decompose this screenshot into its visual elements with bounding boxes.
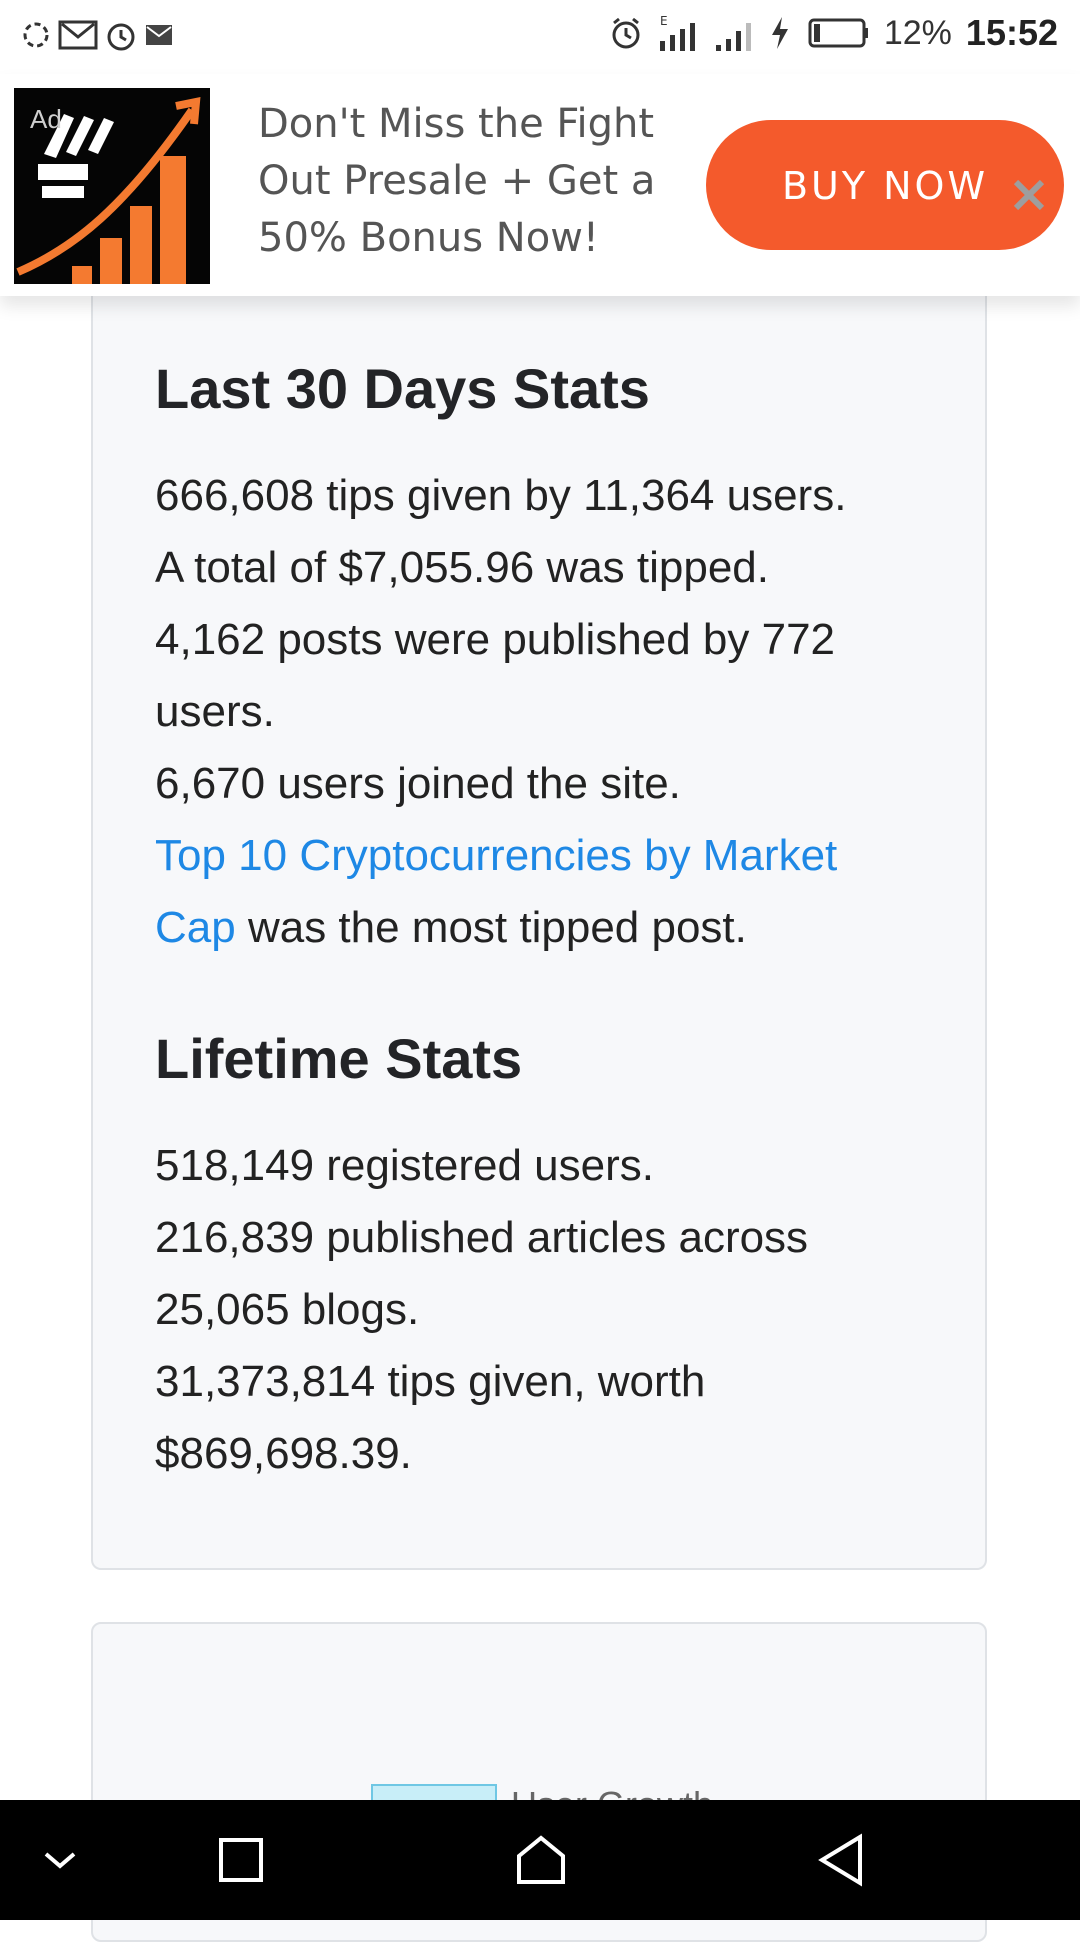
total-tipped-stat: A total of $7,055.96 was tipped. xyxy=(155,543,770,592)
notification-icons xyxy=(20,18,176,52)
back-icon xyxy=(818,1833,862,1887)
chart-growth-icon xyxy=(16,97,201,284)
last-30-days-title: Last 30 Days Stats xyxy=(155,357,650,420)
most-tipped-post-suffix: was the most tipped post. xyxy=(235,903,747,952)
ad-banner[interactable]: Ad Don't Miss the Fight Out Presale + Ge… xyxy=(0,74,1080,296)
ad-label: Ad xyxy=(30,104,62,134)
recents-icon xyxy=(219,1838,263,1882)
navigation-bar xyxy=(0,1800,1080,1920)
signal-icon xyxy=(715,23,751,51)
charging-icon xyxy=(771,17,788,49)
lifetime-stats-title: Lifetime Stats xyxy=(155,1027,523,1090)
signal-e-icon: E xyxy=(659,14,695,51)
most-tipped-post-link[interactable]: Top 10 Cryptocurrencies by Market Cap xyxy=(155,831,838,952)
system-status: E 12% 15:52 xyxy=(608,12,1058,54)
clock: 15:52 xyxy=(965,12,1058,53)
status-bar: E 12% 15:52 xyxy=(0,0,1080,74)
posts-published-stat: 4,162 posts were published by 772 users. xyxy=(155,615,836,736)
users-joined-stat: 6,670 users joined the site. xyxy=(155,759,681,808)
svg-text:E: E xyxy=(660,14,668,28)
home-icon xyxy=(517,1835,565,1884)
collapse-icon xyxy=(44,1852,76,1869)
stats-card: Last 30 Days Stats 666,608 tips given by… xyxy=(91,296,987,1570)
registered-users-stat: 518,149 registered users. xyxy=(155,1141,654,1190)
mail-icon xyxy=(146,25,172,45)
home-button[interactable] xyxy=(496,1800,586,1920)
ad-headline[interactable]: Don't Miss the Fight Out Presale + Get a… xyxy=(258,101,656,261)
sync-icon xyxy=(23,22,49,48)
collapse-button[interactable] xyxy=(20,1800,100,1920)
battery-percentage: 12% xyxy=(883,13,952,52)
ad-image[interactable]: Ad xyxy=(14,88,210,284)
published-articles-stat: 216,839 published articles across 25,065… xyxy=(155,1213,809,1334)
gmail-icon xyxy=(58,20,98,50)
buy-now-button[interactable]: BUY NOW xyxy=(706,120,1064,250)
tips-given-stat: 666,608 tips given by 11,364 users. xyxy=(155,471,847,520)
recents-button[interactable] xyxy=(196,1800,286,1920)
alarm-icon xyxy=(612,17,640,49)
tips-worth-stat: 31,373,814 tips given, worth $869,698.39… xyxy=(155,1357,706,1478)
close-icon[interactable] xyxy=(1010,176,1048,214)
battery-icon xyxy=(808,18,868,48)
back-button[interactable] xyxy=(796,1800,886,1920)
alarm-icon xyxy=(107,23,135,51)
most-tipped-post-stat: Top 10 Cryptocurrencies by Market Cap wa… xyxy=(155,820,915,964)
